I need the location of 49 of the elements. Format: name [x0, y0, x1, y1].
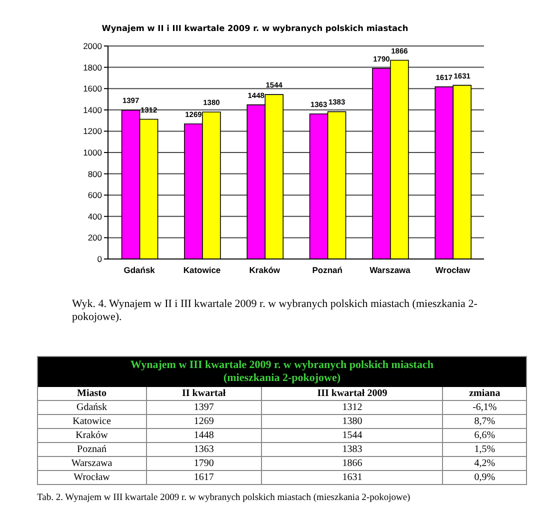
text: 1269 — [194, 416, 214, 427]
category-label: zmiana — [468, 387, 502, 400]
text: Wynajem w III kwartale 2009 r. w wybranych polskich miastach (mieszkania 2-pokojowe) — [130, 359, 434, 385]
text: 1631 — [342, 472, 362, 483]
text: 1544 — [342, 430, 362, 441]
x-tick-label: Gdańsk — [124, 265, 156, 276]
text: 1363 — [194, 444, 214, 455]
x-tick-label: Poznań — [312, 265, 342, 276]
y-tick-label: 1000 — [83, 148, 102, 158]
y-tick-label: 1600 — [83, 84, 102, 94]
y-tick-label: 400 — [88, 211, 102, 222]
text: 1448 — [194, 430, 214, 441]
text: 1380 — [342, 416, 362, 427]
text: 1,5% — [474, 444, 496, 455]
y-tick-label: 2000 — [83, 41, 102, 52]
category-label: Miasto — [38, 387, 147, 400]
y-tick-label: 600 — [88, 190, 102, 200]
text: 6,6% — [474, 430, 496, 441]
text: Poznań — [77, 444, 106, 455]
text: Warszawa — [71, 458, 112, 469]
y-tick-label: 1800 — [83, 62, 102, 72]
text: 1617 — [194, 472, 214, 483]
text: 1397 — [194, 402, 214, 413]
chart-title: Wynajem w II i III kwartale 2009 r. w wybranych polskich miastach — [100, 23, 410, 33]
y-tick-label: 0 — [97, 254, 102, 264]
text: 1866 — [342, 458, 362, 469]
text: Wrocław — [74, 472, 110, 483]
text: 1790 — [194, 458, 214, 469]
text: Kraków — [76, 430, 108, 441]
caption: Tab. 2. Wynajem w III kwartale 2009 r. w wybranych polskich miastach (mieszkania 2-pokojowe) — [37, 493, 412, 503]
text: 1383 — [342, 444, 362, 455]
y-tick-label: 1200 — [83, 126, 102, 136]
x-tick-label: Wrocław — [435, 265, 470, 276]
text: Katowice — [72, 416, 111, 427]
x-tick-label: Kraków — [249, 265, 280, 276]
text: 8,7% — [474, 416, 496, 427]
text: Gdańsk — [76, 402, 108, 413]
text: 1312 — [342, 402, 362, 413]
category-label: II kwartał — [146, 387, 262, 400]
y-tick-label: 800 — [88, 168, 102, 179]
y-tick-label: 200 — [88, 232, 102, 243]
y-tick-label: 1400 — [83, 104, 102, 115]
text: -6,1% — [472, 402, 497, 413]
x-tick-label: Warszawa — [370, 265, 411, 276]
category-label: III kwartał 2009 — [262, 387, 444, 400]
text: 4,2% — [474, 458, 496, 469]
text: 0,9% — [474, 472, 496, 483]
text: Wyk. 4. Wynajem w II i III kwartale 2009 r. w wybranych polskich miastach (mieszkania 2-pokojowe). — [72, 298, 478, 324]
x-tick-label: Katowice — [183, 265, 221, 276]
